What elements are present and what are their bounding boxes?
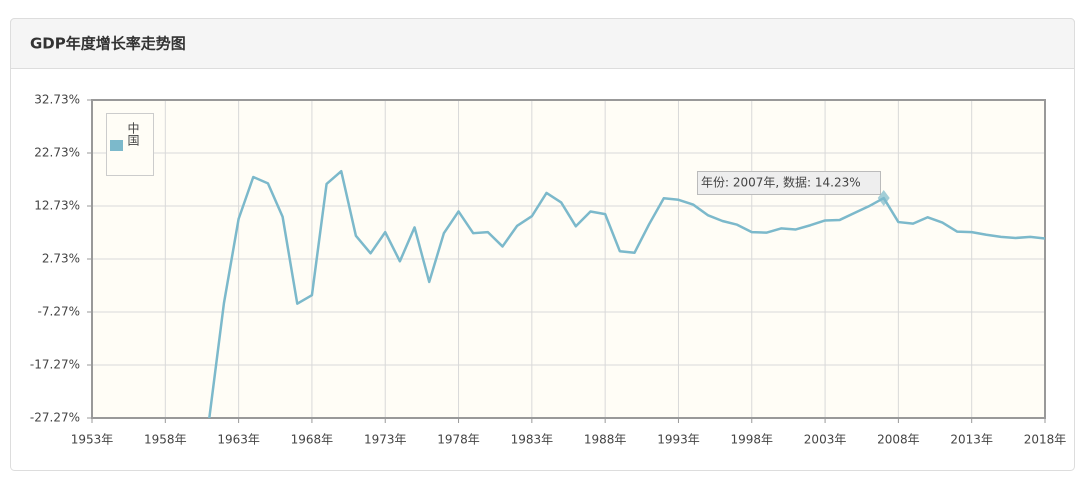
x-tick-label: 1988年 [584, 433, 627, 447]
x-tick-label: 1983年 [511, 433, 554, 447]
x-tick-label: 1958年 [144, 433, 187, 447]
x-tick-label: 2018年 [1024, 433, 1067, 447]
y-tick-label: -27.27% [30, 411, 80, 425]
y-tick-label: -17.27% [30, 358, 80, 372]
x-tick-label: 2003年 [804, 433, 847, 447]
y-tick-label: 22.73% [34, 146, 80, 160]
highlight-marker [877, 190, 890, 207]
tooltip [697, 171, 881, 195]
tooltip-text: 年份: 2007年, 数据: 14.23% [701, 175, 861, 190]
y-tick-label: -7.27% [38, 305, 80, 319]
x-tick-label: 1973年 [364, 433, 407, 447]
y-tick-label: 32.73% [34, 93, 80, 107]
x-tick-label: 1953年 [71, 433, 114, 447]
chart-title: GDP年度增长率走势图 [30, 35, 186, 53]
x-tick-label: 1968年 [291, 433, 334, 447]
x-tick-label: 1963年 [217, 433, 260, 447]
legend-label: 中国 [126, 121, 140, 146]
x-tick-label: 2008年 [877, 433, 920, 447]
x-tick-label: 2013年 [950, 433, 993, 447]
y-tick-label: 12.73% [34, 199, 80, 213]
series-line [208, 169, 1045, 418]
y-tick-label: 2.73% [42, 252, 80, 266]
x-tick-label: 1978年 [437, 433, 480, 447]
legend-swatch [110, 140, 123, 151]
x-tick-label: 1998年 [730, 433, 773, 447]
x-tick-label: 1993年 [657, 433, 700, 447]
panel-header [10, 18, 1075, 69]
